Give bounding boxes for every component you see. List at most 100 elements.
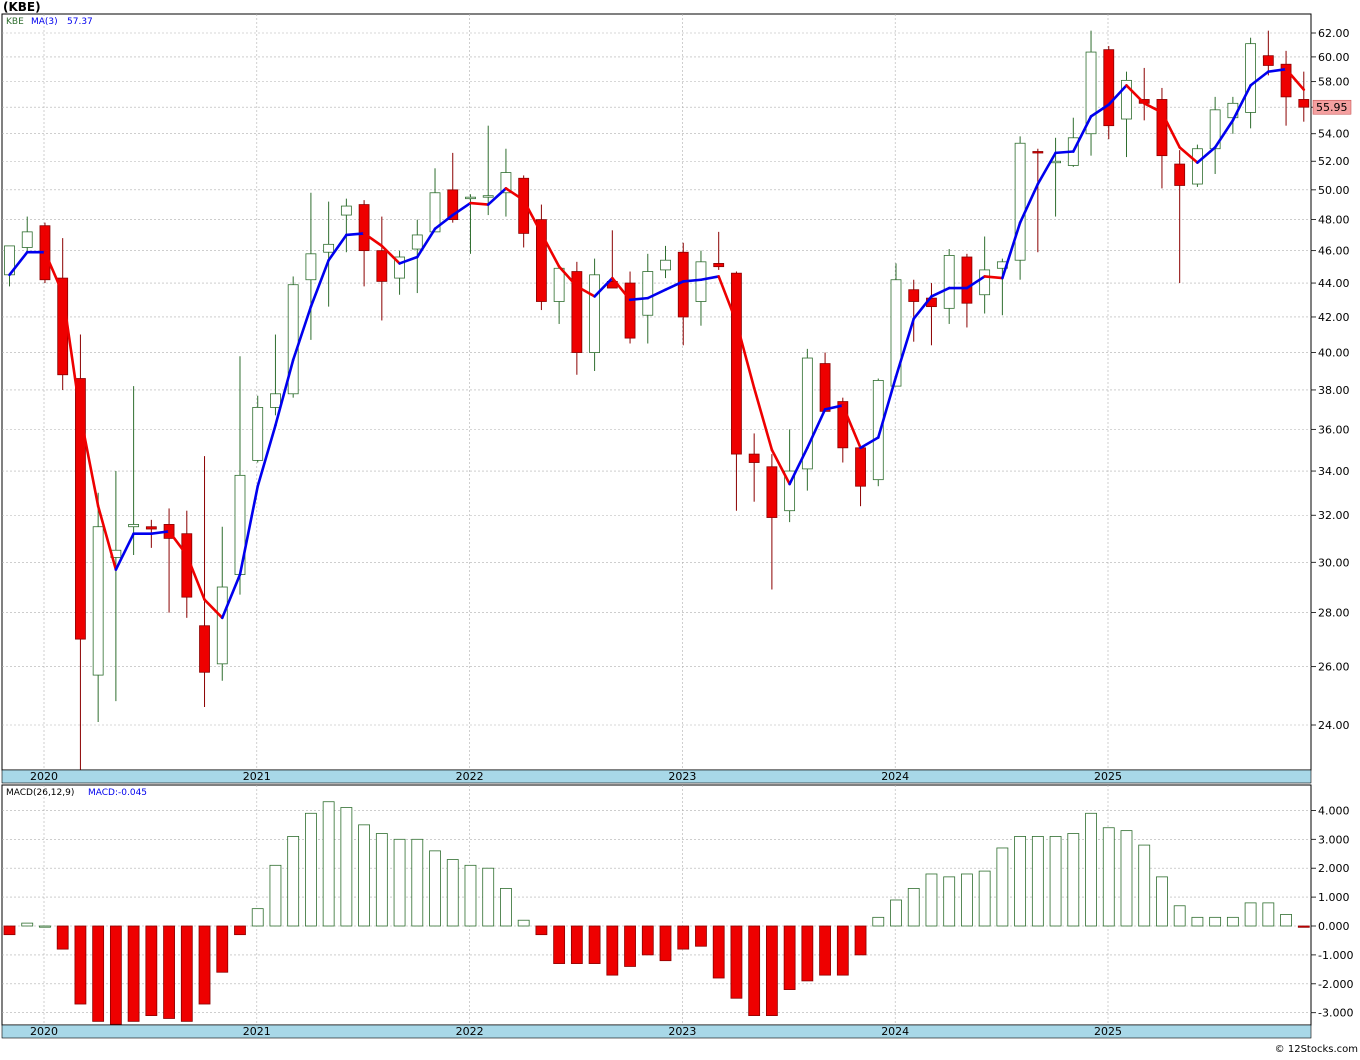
candle-body-up <box>660 259 671 271</box>
candle-body-up <box>1014 142 1026 261</box>
macd-bar-positive <box>322 801 335 927</box>
candlestick-series <box>4 30 1310 773</box>
candle <box>500 148 512 217</box>
macd-bar-negative <box>588 925 601 964</box>
macd-bar-positive <box>907 888 920 927</box>
candle-body-down <box>837 401 849 449</box>
macd-bar-positive <box>1120 830 1133 927</box>
candle-body-up <box>979 269 991 296</box>
candle-body-down <box>855 447 866 487</box>
last-price-tag: 55.95 <box>1312 99 1352 115</box>
candle <box>660 245 671 279</box>
macd-bar-positive <box>1173 905 1186 927</box>
candle-body-down <box>518 177 530 234</box>
macd-bar-negative <box>730 925 743 999</box>
candle <box>1192 144 1203 187</box>
candle <box>536 204 547 311</box>
macd-tick-label: -1.000 <box>1318 949 1353 962</box>
candle-body-up <box>1085 51 1097 135</box>
candle-body-down <box>961 256 973 304</box>
candle-body-up <box>287 284 299 395</box>
ma-segment-falling <box>96 504 118 571</box>
last-price-label: 55.95 <box>1316 101 1348 114</box>
ma-segment-rising <box>876 375 898 439</box>
year-label: 2022 <box>456 770 484 783</box>
macd-bar-positive <box>358 824 371 927</box>
ma-segment-rising <box>823 404 845 411</box>
candle <box>1245 37 1256 129</box>
candle-body-up <box>305 253 317 281</box>
ma-segment-falling <box>575 285 596 298</box>
price-tick-label: 30.00 <box>1318 556 1350 569</box>
candle-body-up <box>695 261 707 302</box>
ma-segment-rising <box>8 250 29 277</box>
ma-segment-rising <box>345 232 366 237</box>
candle <box>376 216 388 321</box>
ma-segment-falling <box>717 275 738 324</box>
candle-body-down <box>376 250 388 282</box>
candle-body-down <box>1174 163 1186 186</box>
price-tick-label: 52.00 <box>1318 155 1350 168</box>
candle-body-up <box>394 256 405 279</box>
ma-segment-falling <box>1284 67 1306 91</box>
ma-segment-rising <box>1196 146 1217 164</box>
macd-tick-label: 3.000 <box>1318 833 1350 846</box>
candle <box>801 348 813 491</box>
ma-segment-falling <box>203 598 224 620</box>
candle-body-up <box>429 192 441 233</box>
candle <box>1103 46 1115 140</box>
candle-body-up <box>553 267 565 302</box>
price-tick-label: 24.00 <box>1318 719 1350 732</box>
ma-segment-falling <box>540 232 561 268</box>
candle-body-up <box>92 526 104 676</box>
candle <box>1262 30 1274 76</box>
macd-bar-negative <box>74 925 87 1005</box>
ma-segment-rising <box>1213 119 1235 149</box>
candle-body-up <box>411 234 423 250</box>
year-label: 2024 <box>881 1025 909 1038</box>
ma-segment-rising <box>1054 150 1075 155</box>
macd-bar-positive <box>39 925 51 928</box>
candle-body-down <box>1103 49 1115 127</box>
candle <box>21 216 33 253</box>
macd-bar-positive <box>1138 844 1151 927</box>
candle <box>92 492 104 722</box>
candle <box>713 231 725 270</box>
candle-body-up <box>323 243 335 253</box>
ma-segment-rising <box>1036 151 1057 186</box>
candle <box>624 271 636 344</box>
candle-body-down <box>145 526 157 530</box>
candle-body-down <box>571 271 583 353</box>
price-gridlines <box>2 14 1311 770</box>
candle <box>305 192 317 340</box>
macd-bar-positive <box>978 870 991 927</box>
candle <box>323 201 335 307</box>
candle-body-up <box>500 172 512 194</box>
price-tick-label: 38.00 <box>1318 384 1350 397</box>
ma-segment-falling <box>983 275 1004 280</box>
year-label: 2023 <box>668 770 696 783</box>
legend-symbol: KBE <box>6 17 24 27</box>
macd-legend: MACD(26,12,9) <box>6 788 74 798</box>
year-label: 2020 <box>30 1025 58 1038</box>
ma-segment-rising <box>788 446 809 486</box>
candle-body-up <box>872 380 884 481</box>
legend-ma: MA(3) <box>31 17 58 27</box>
ma-segment-rising <box>930 286 951 298</box>
macd-bar-negative <box>641 925 654 956</box>
year-label: 2021 <box>243 1025 271 1038</box>
legend-ma-value: 57.37 <box>67 17 93 27</box>
ma-segment-falling <box>611 276 632 302</box>
ma-segment-rising <box>433 213 455 231</box>
ma-segment-falling <box>1125 84 1146 105</box>
ma-segment-falling <box>61 291 82 417</box>
ma-segment-rising <box>646 288 667 300</box>
ma-segment-rising <box>1072 115 1093 153</box>
year-band-top <box>1 769 1312 784</box>
macd-bar-positive <box>1014 836 1027 927</box>
candle <box>1085 30 1097 156</box>
macd-bar-positive <box>890 899 902 927</box>
candle <box>1298 71 1310 122</box>
price-tick-label: 32.00 <box>1318 509 1350 522</box>
